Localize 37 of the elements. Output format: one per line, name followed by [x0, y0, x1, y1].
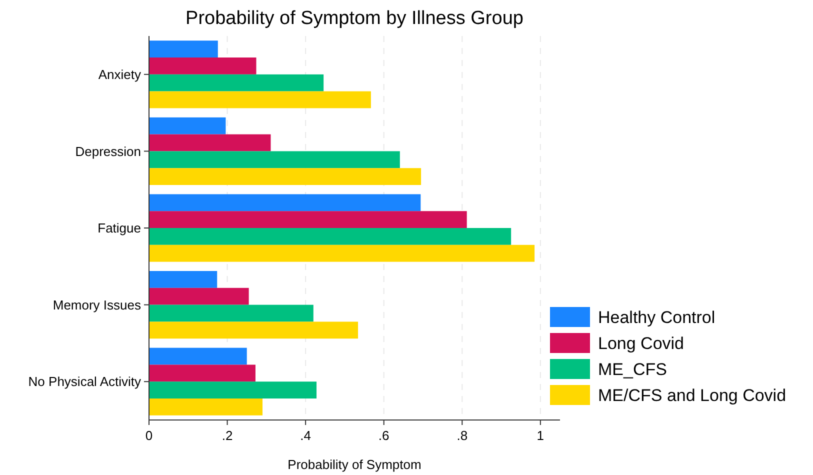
x-tick-label: 1: [536, 428, 544, 443]
legend-label: Healthy Control: [598, 308, 716, 327]
bar: [149, 211, 467, 228]
bar: [149, 40, 218, 58]
bar: [149, 151, 400, 168]
bar: [149, 288, 249, 305]
bar: [149, 194, 421, 212]
bar: [149, 271, 218, 288]
x-tick-label: .4: [300, 428, 311, 443]
bar: [149, 348, 247, 365]
y-tick-label: Anxiety: [98, 66, 142, 82]
bar: [149, 91, 371, 108]
legend-label: Long Covid: [598, 334, 684, 353]
x-axis-title: Probability of Symptom: [288, 457, 422, 472]
bar: [149, 117, 226, 134]
bar: [149, 244, 535, 262]
bar: [149, 398, 263, 416]
bar: [149, 322, 358, 339]
y-tick-label: No Physical Activity: [28, 374, 142, 390]
bar: [149, 382, 317, 398]
bar: [149, 74, 324, 92]
bar: [149, 168, 422, 185]
y-tick-label: Fatigue: [98, 220, 141, 236]
x-tick-label: .6: [378, 428, 390, 443]
bar: [149, 304, 314, 322]
x-tick-label: .8: [456, 428, 468, 443]
x-tick-label: 0: [145, 428, 153, 443]
y-tick-label: Depression: [75, 144, 141, 159]
bar: [149, 228, 512, 245]
y-tick-label: Memory Issues: [52, 297, 142, 312]
bar: [149, 58, 256, 74]
x-tick-label: .2: [222, 428, 233, 443]
chart-title: Probability of Symptom by Illness Group: [186, 8, 524, 29]
bar: [149, 134, 271, 152]
legend-label: ME/CFS and Long Covid: [598, 386, 786, 405]
bar: [149, 364, 256, 382]
legend-label: ME_CFS: [598, 360, 667, 379]
